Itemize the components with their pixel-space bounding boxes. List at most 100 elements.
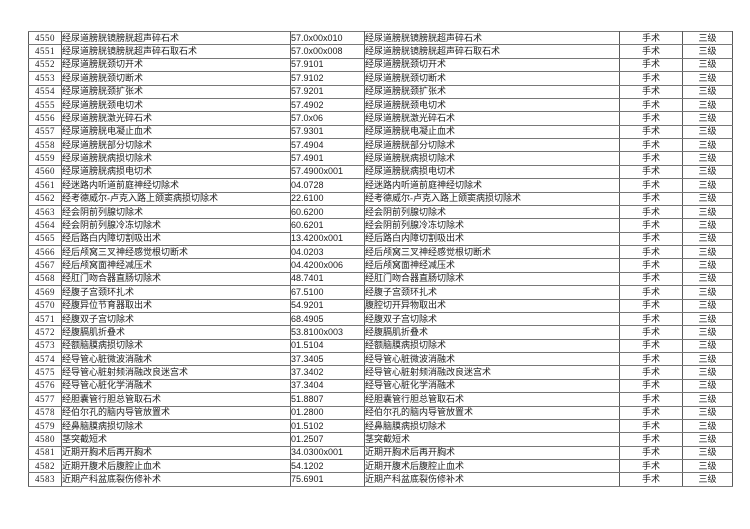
procedure-name-secondary: 经尿道膀胱颈扩张术 [364,84,620,99]
procedure-name: 经考德威尔-卢克入路上颌窦病损切除术 [61,191,291,206]
row-number: 4550 [28,30,62,46]
table-row: 4559 经尿道膀胱病损切除术 57.4901 经尿道膀胱病损切除术 手术 三级 [28,151,733,166]
procedure-code: 13.4200x001 [290,231,365,247]
procedure-grade: 三级 [682,84,733,99]
procedure-code: 01.5102 [290,418,365,434]
procedure-name-secondary: 经额脑膜病损切除术 [364,338,620,354]
procedure-table-container: 4550 经尿道膀胱镜膀胱超声碎石术 57.0x00x010 经尿道膀胱镜膀胱超声碎石… [28,30,733,487]
procedure-grade: 三级 [682,111,733,126]
procedure-name-secondary: 经导管心脏化学消融术 [364,378,620,394]
procedure-name-secondary: 近期产科盆底裂伤修补术 [364,472,620,487]
row-number: 4582 [28,458,62,474]
procedure-grade: 三级 [682,178,733,193]
procedure-grade: 三级 [682,164,733,180]
procedure-category: 手术 [619,44,683,59]
procedure-name: 经鼻脑膜病损切除术 [61,418,291,434]
procedure-name: 经尿道膀胱病损切除术 [61,151,291,166]
procedure-code: 04.4200x006 [290,258,365,273]
procedure-name: 经迷路内听道前庭神经切除术 [61,178,291,193]
procedure-category: 手术 [619,204,683,220]
procedure-table-body: 4550 经尿道膀胱镜膀胱超声碎石术 57.0x00x010 经尿道膀胱镜膀胱超声碎石… [28,30,733,487]
procedure-name: 经尿道膀胱激光碎石术 [61,111,291,126]
procedure-code: 22.6100 [290,191,365,206]
procedure-name-secondary: 经尿道膀胱激光碎石术 [364,111,620,126]
procedure-category: 手术 [619,84,683,99]
procedure-category: 手术 [619,472,683,487]
procedure-grade: 三级 [682,405,733,420]
procedure-grade: 三级 [682,271,733,287]
procedure-grade: 三级 [682,57,733,73]
procedure-grade: 三级 [682,124,733,140]
procedure-name: 经腹膈肌折叠术 [61,325,291,340]
procedure-code: 57.4900x001 [290,164,365,180]
table-row: 4582 近期开腹术后腹腔止血术 54.1202 近期开腹术后腹腔止血术 手术 三级 [28,458,733,474]
procedure-name-secondary: 腹腔切开异物取出术 [364,298,620,313]
procedure-grade: 三级 [682,392,733,407]
procedure-grade: 三级 [682,231,733,247]
procedure-code: 57.9301 [290,124,365,140]
procedure-code: 57.4901 [290,151,365,166]
procedure-code: 60.6200 [290,204,365,220]
procedure-grade: 三级 [682,151,733,166]
procedure-grade: 三级 [682,218,733,233]
procedure-grade: 三级 [682,338,733,354]
procedure-category: 手术 [619,392,683,407]
table-row: 4578 经伯尔孔的脑内导管放置术 01.2800 经伯尔孔的脑内导管放置术 手术 三级 [28,405,733,420]
row-number: 4553 [28,71,62,86]
row-number: 4578 [28,405,62,420]
procedure-code: 01.2507 [290,432,365,447]
procedure-code: 51.8807 [290,392,365,407]
procedure-category: 手术 [619,365,683,380]
procedure-name-secondary: 经会阴前列腺切除术 [364,204,620,220]
procedure-category: 手术 [619,137,683,153]
procedure-category: 手术 [619,71,683,86]
procedure-category: 手术 [619,378,683,394]
procedure-category: 手术 [619,271,683,287]
row-number: 4568 [28,271,62,287]
procedure-name: 经尿道膀胱颈切开术 [61,57,291,73]
procedure-name-secondary: 经尿道膀胱电凝止血术 [364,124,620,140]
procedure-grade: 三级 [682,378,733,394]
table-row: 4553 经尿道膀胱颈切断术 57.9102 经尿道膀胱颈切断术 手术 三级 [28,71,733,86]
procedure-grade: 三级 [682,191,733,206]
table-row: 4571 经腹双子宫切除术 68.4905 经腹双子宫切除术 手术 三级 [28,311,733,327]
procedure-code: 75.6901 [290,472,365,487]
row-number: 4556 [28,111,62,126]
procedure-name: 经后颅窝三叉神经感觉根切断术 [61,244,291,260]
table-row: 4560 经尿道膀胱病损电切术 57.4900x001 经尿道膀胱病损电切术 手术 三级 [28,164,733,180]
procedure-code: 57.9102 [290,71,365,86]
procedure-name-secondary: 经导管心脏射频消融改良迷宫术 [364,365,620,380]
row-number: 4566 [28,244,62,260]
procedure-grade: 三级 [682,97,733,113]
table-row: 4557 经尿道膀胱电凝止血术 57.9301 经尿道膀胱电凝止血术 手术 三级 [28,124,733,140]
procedure-code: 01.2800 [290,405,365,420]
table-row: 4579 经鼻脑膜病损切除术 01.5102 经鼻脑膜病损切除术 手术 三级 [28,418,733,434]
procedure-name-secondary: 经鼻脑膜病损切除术 [364,418,620,434]
procedure-name: 近期产科盆底裂伤修补术 [61,472,291,487]
row-number: 4581 [28,445,62,461]
procedure-category: 手术 [619,244,683,260]
procedure-name-secondary: 经尿道膀胱部分切除术 [364,137,620,153]
procedure-code: 57.0x00x008 [290,44,365,59]
row-number: 4580 [28,432,62,447]
table-row: 4577 经胆囊管行胆总管取石术 51.8807 经胆囊管行胆总管取石术 手术 三级 [28,392,733,407]
procedure-code: 57.0x00x010 [290,30,365,46]
procedure-category: 手术 [619,418,683,434]
table-row: 4570 经腹异位节育器取出术 54.9201 腹腔切开异物取出术 手术 三级 [28,298,733,313]
procedure-name-secondary: 经尿道膀胱病损电切术 [364,164,620,180]
row-number: 4577 [28,392,62,407]
procedure-name: 经尿道膀胱镜膀胱超声碎石术 [61,30,291,46]
procedure-name-secondary: 经尿道膀胱颈电切术 [364,97,620,113]
row-number: 4567 [28,258,62,273]
table-row: 4574 经导管心脏微波消融术 37.3405 经导管心脏微波消融术 手术 三级 [28,351,733,367]
row-number: 4559 [28,151,62,166]
procedure-code: 67.5100 [290,285,365,300]
table-row: 4558 经尿道膀胱部分切除术 57.4904 经尿道膀胱部分切除术 手术 三级 [28,137,733,153]
procedure-grade: 三级 [682,351,733,367]
table-row: 4561 经迷路内听道前庭神经切除术 04.0728 经迷路内听道前庭神经切除术 手术三… [28,178,733,193]
procedure-grade: 三级 [682,137,733,153]
procedure-name: 经伯尔孔的脑内导管放置术 [61,405,291,420]
procedure-category: 手术 [619,298,683,313]
procedure-name-secondary: 经胆囊管行胆总管取石术 [364,392,620,407]
